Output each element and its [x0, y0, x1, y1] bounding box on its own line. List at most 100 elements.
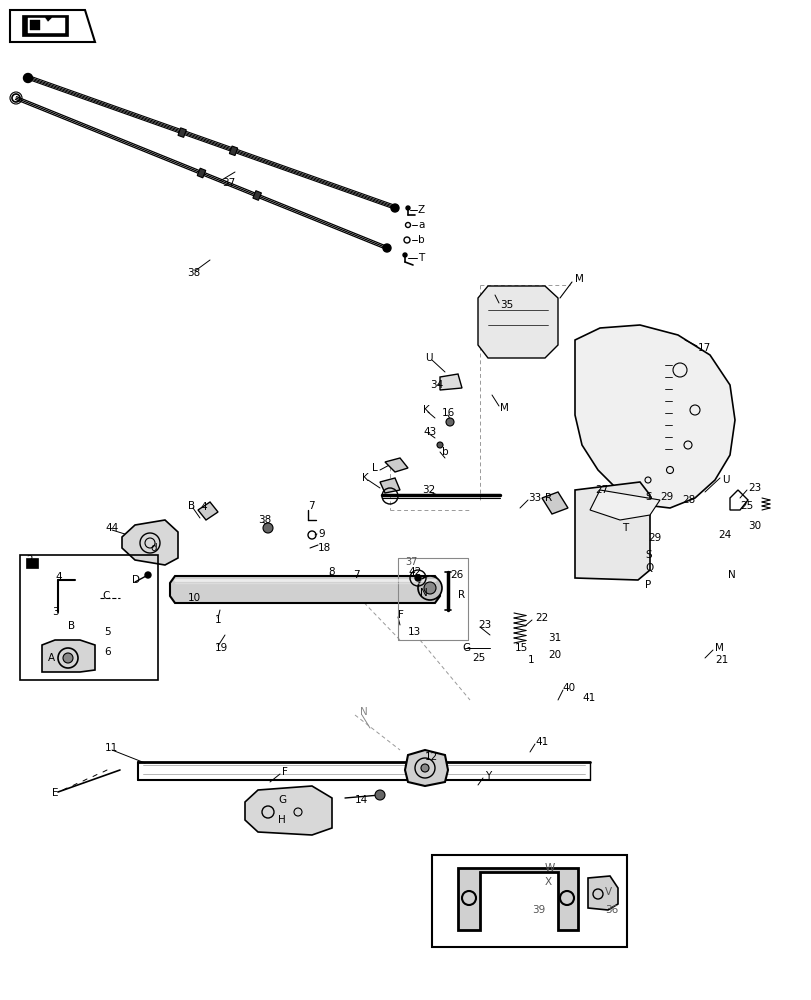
Text: 7: 7	[307, 501, 314, 511]
Text: B: B	[68, 621, 75, 631]
Text: b: b	[418, 235, 424, 245]
Text: 4: 4	[55, 572, 62, 582]
Text: 4: 4	[200, 502, 206, 512]
Text: 44: 44	[105, 523, 118, 533]
Text: W: W	[544, 863, 555, 873]
Text: 25: 25	[739, 501, 753, 511]
Polygon shape	[122, 520, 178, 565]
Text: M: M	[574, 274, 583, 284]
Circle shape	[420, 764, 428, 772]
Text: 5: 5	[104, 627, 110, 637]
Text: 37: 37	[405, 557, 417, 567]
Text: G: G	[277, 795, 285, 805]
Circle shape	[423, 582, 436, 594]
Text: 18: 18	[318, 543, 331, 553]
Text: 3: 3	[52, 607, 58, 617]
Text: 16: 16	[441, 408, 455, 418]
Text: 24: 24	[717, 530, 731, 540]
Text: M: M	[714, 643, 723, 653]
Polygon shape	[28, 18, 65, 33]
Text: 31: 31	[547, 633, 560, 643]
Circle shape	[414, 575, 420, 581]
Text: 26: 26	[449, 570, 463, 580]
Text: N: N	[727, 570, 735, 580]
Text: 34: 34	[430, 380, 443, 390]
Text: 23: 23	[747, 483, 761, 493]
Text: 20: 20	[547, 650, 560, 660]
Polygon shape	[384, 458, 407, 472]
Polygon shape	[197, 168, 205, 178]
Text: 32: 32	[422, 485, 435, 495]
Polygon shape	[178, 128, 186, 137]
Circle shape	[391, 204, 398, 212]
Text: 12: 12	[424, 752, 438, 762]
Circle shape	[445, 418, 453, 426]
Text: a: a	[418, 220, 424, 230]
Text: 9: 9	[318, 529, 324, 539]
Text: Z: Z	[418, 205, 425, 215]
Text: K: K	[362, 473, 368, 483]
Text: D: D	[132, 575, 139, 585]
Polygon shape	[574, 482, 649, 580]
Polygon shape	[245, 786, 332, 835]
Text: T: T	[418, 253, 423, 263]
Polygon shape	[380, 478, 400, 493]
Text: 30: 30	[747, 521, 760, 531]
Text: R: R	[457, 590, 465, 600]
Polygon shape	[198, 502, 217, 520]
Text: H: H	[277, 815, 285, 825]
Polygon shape	[541, 492, 568, 514]
Text: 39: 39	[531, 905, 544, 915]
Text: 27: 27	[594, 485, 607, 495]
Text: 40: 40	[561, 683, 574, 693]
Text: 8: 8	[328, 567, 334, 577]
Text: Y: Y	[484, 771, 491, 781]
Bar	[20, 555, 158, 680]
Text: K: K	[423, 405, 429, 415]
Circle shape	[63, 653, 73, 663]
Circle shape	[145, 572, 151, 578]
Text: 23: 23	[478, 620, 491, 630]
Text: 41: 41	[581, 693, 594, 703]
Text: b: b	[441, 447, 448, 457]
Text: 22: 22	[534, 613, 547, 623]
Bar	[397, 558, 467, 640]
Polygon shape	[169, 576, 440, 603]
Text: B: B	[188, 501, 195, 511]
Text: 1: 1	[215, 615, 221, 625]
Polygon shape	[457, 868, 577, 930]
Polygon shape	[574, 325, 734, 508]
Polygon shape	[590, 490, 659, 520]
Polygon shape	[229, 146, 238, 156]
Text: X: X	[544, 877, 551, 887]
Text: 42: 42	[407, 567, 421, 577]
Circle shape	[375, 790, 384, 800]
Bar	[26, 558, 38, 568]
Text: U: U	[721, 475, 728, 485]
Text: 29: 29	[659, 492, 672, 502]
Text: 1: 1	[527, 655, 534, 665]
Circle shape	[263, 523, 272, 533]
Polygon shape	[478, 286, 557, 358]
Circle shape	[402, 253, 406, 257]
Polygon shape	[42, 640, 95, 672]
Text: R: R	[544, 493, 551, 503]
Circle shape	[383, 244, 391, 252]
Text: 41: 41	[534, 737, 547, 747]
Polygon shape	[405, 750, 448, 786]
Text: N: N	[419, 588, 427, 598]
Text: U: U	[424, 353, 432, 363]
Text: C: C	[102, 591, 109, 601]
Circle shape	[436, 442, 443, 448]
Text: 6: 6	[104, 647, 110, 657]
Text: 25: 25	[471, 653, 485, 663]
Text: S: S	[644, 492, 650, 502]
Text: M: M	[500, 403, 508, 413]
Circle shape	[406, 206, 410, 210]
Bar	[431, 855, 626, 947]
Text: 29: 29	[647, 533, 660, 543]
Text: V: V	[604, 887, 611, 897]
Text: d: d	[150, 543, 157, 553]
Text: 28: 28	[681, 495, 694, 505]
Text: 35: 35	[500, 300, 513, 310]
